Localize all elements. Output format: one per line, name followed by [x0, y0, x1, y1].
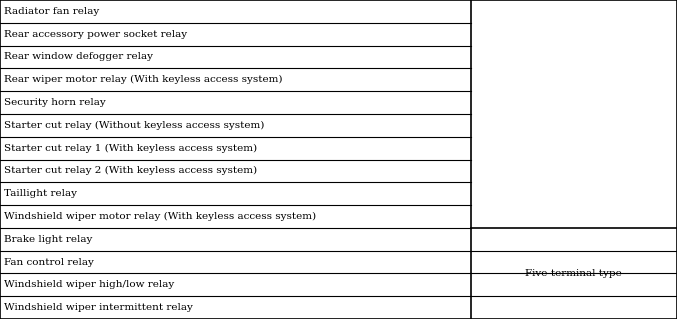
- Text: Starter cut relay 1 (With keyless access system): Starter cut relay 1 (With keyless access…: [4, 144, 257, 153]
- Text: Rear accessory power socket relay: Rear accessory power socket relay: [4, 30, 187, 39]
- Text: Radiator fan relay: Radiator fan relay: [4, 7, 100, 16]
- Text: Windshield wiper intermittent relay: Windshield wiper intermittent relay: [4, 303, 193, 312]
- Text: Windshield wiper motor relay (With keyless access system): Windshield wiper motor relay (With keyle…: [4, 212, 316, 221]
- Text: Starter cut relay (Without keyless access system): Starter cut relay (Without keyless acces…: [4, 121, 265, 130]
- Text: Security horn relay: Security horn relay: [4, 98, 106, 107]
- Text: Fan control relay: Fan control relay: [4, 257, 94, 267]
- Text: Taillight relay: Taillight relay: [4, 189, 77, 198]
- Text: Rear window defogger relay: Rear window defogger relay: [4, 52, 153, 62]
- Text: Rear wiper motor relay (With keyless access system): Rear wiper motor relay (With keyless acc…: [4, 75, 282, 84]
- Text: Windshield wiper high/low relay: Windshield wiper high/low relay: [4, 280, 174, 289]
- Text: Brake light relay: Brake light relay: [4, 235, 92, 244]
- Text: Starter cut relay 2 (With keyless access system): Starter cut relay 2 (With keyless access…: [4, 166, 257, 175]
- Text: Five-terminal type: Five-terminal type: [525, 269, 622, 278]
